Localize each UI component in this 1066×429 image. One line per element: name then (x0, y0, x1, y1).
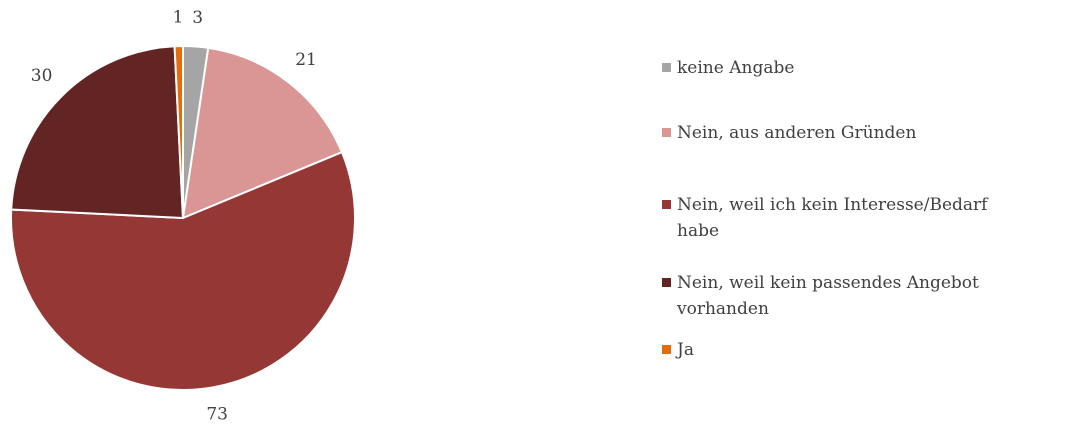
pie-slice (181, 46, 344, 220)
legend-label: Nein, weil ich kein Interesse/Bedarf hab… (677, 195, 988, 241)
legend-label: keine Angabe (677, 58, 795, 78)
legend-swatch (662, 63, 671, 72)
data-label: 1 (173, 8, 184, 28)
legend-item: Nein, aus anderen Gründen (662, 120, 1022, 146)
legend-swatch (662, 128, 671, 137)
legend-label: Ja (677, 340, 694, 360)
data-label: 21 (295, 50, 317, 70)
pie-slice (10, 150, 356, 391)
data-label: 3 (192, 8, 203, 28)
legend-label: Nein, aus anderen Gründen (677, 123, 917, 143)
legend-swatch (662, 345, 671, 354)
legend-item: Nein, weil kein passendes Angebot vorhan… (662, 270, 1022, 322)
legend-item: Nein, weil ich kein Interesse/Bedarf hab… (662, 192, 1022, 244)
data-label: 73 (206, 405, 228, 425)
legend-item: Ja (662, 337, 1022, 363)
legend-swatch (662, 278, 671, 287)
pie-slice (10, 45, 185, 220)
legend-swatch (662, 200, 671, 209)
pie-slice (173, 44, 184, 219)
data-label: 30 (31, 66, 53, 86)
legend-label: Nein, weil kein passendes Angebot vorhan… (677, 273, 979, 319)
legend-item: keine Angabe (662, 55, 1022, 81)
